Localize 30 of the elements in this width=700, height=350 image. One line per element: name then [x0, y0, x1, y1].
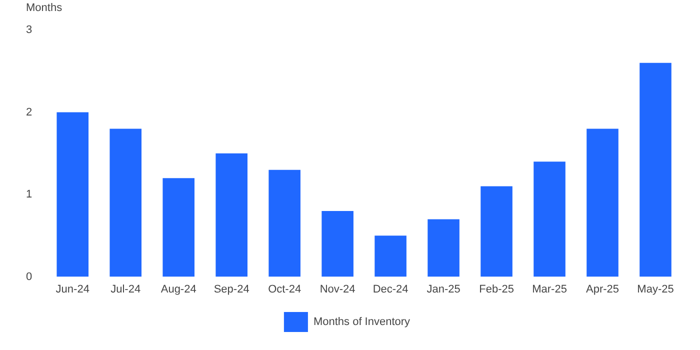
x-tick-label: Jul-24 — [110, 283, 141, 296]
x-tick-label: Jun-24 — [56, 283, 90, 296]
legend-label: Months of Inventory — [313, 316, 411, 328]
x-tick-label: Nov-24 — [320, 283, 356, 296]
x-tick-label: Apr-25 — [586, 283, 620, 296]
bar — [480, 186, 512, 277]
bar — [56, 112, 89, 277]
bar — [534, 162, 566, 277]
x-tick-label: Jan-25 — [426, 283, 460, 296]
x-tick-label: Dec-24 — [372, 283, 408, 296]
y-tick-label: 3 — [26, 24, 32, 36]
bar — [110, 128, 142, 277]
y-tick-label: 1 — [26, 188, 32, 201]
bar — [268, 170, 300, 277]
x-tick-label: Oct-24 — [268, 283, 302, 296]
bar — [322, 210, 354, 277]
y-axis-title: Months — [26, 2, 62, 14]
x-tick-label: May-25 — [637, 283, 674, 296]
bar — [162, 178, 194, 277]
bar — [216, 153, 248, 277]
y-tick-label: 0 — [26, 270, 32, 283]
x-tick-label: Aug-24 — [160, 283, 196, 296]
x-tick-label: Mar-25 — [532, 283, 567, 296]
bar — [428, 219, 460, 277]
bar — [374, 236, 406, 277]
x-tick-label: Feb-25 — [479, 283, 514, 296]
bar — [586, 128, 618, 277]
x-tick-label: Sep-24 — [214, 283, 250, 296]
bar — [640, 62, 672, 277]
y-tick-label: 2 — [26, 106, 32, 118]
